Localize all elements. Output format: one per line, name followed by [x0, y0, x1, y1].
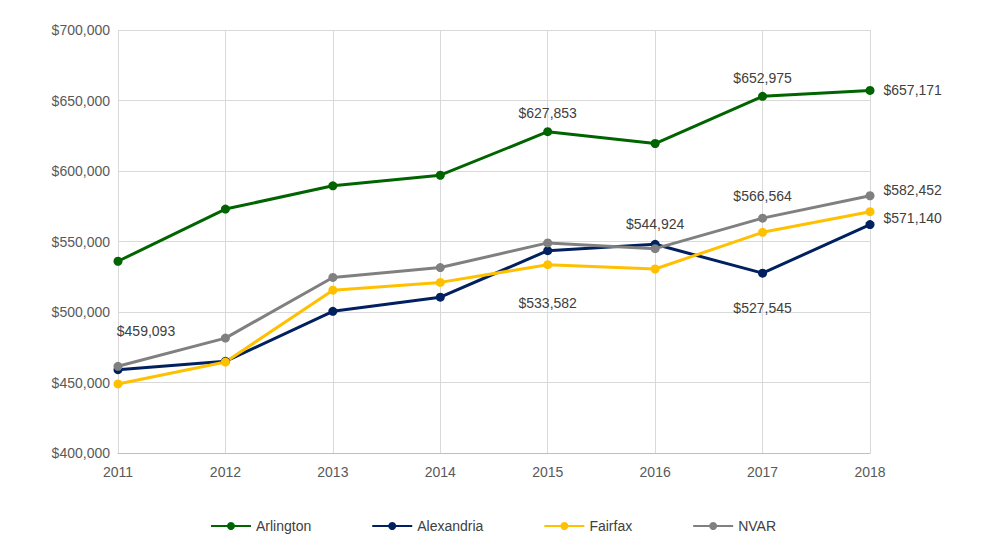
svg-text:2014: 2014: [425, 464, 456, 480]
svg-text:$582,452: $582,452: [884, 182, 943, 198]
svg-text:NVAR: NVAR: [738, 518, 776, 534]
svg-text:$400,000: $400,000: [52, 445, 111, 461]
svg-text:2013: 2013: [317, 464, 348, 480]
svg-text:$533,582: $533,582: [519, 295, 578, 311]
svg-text:2011: 2011: [103, 464, 133, 480]
svg-text:$600,000: $600,000: [52, 163, 111, 179]
svg-text:$700,000: $700,000: [52, 22, 111, 38]
svg-text:$500,000: $500,000: [52, 304, 111, 320]
svg-text:2012: 2012: [210, 464, 241, 480]
svg-text:$657,171: $657,171: [884, 82, 943, 98]
svg-text:2017: 2017: [747, 464, 778, 480]
svg-text:$571,140: $571,140: [884, 210, 943, 226]
svg-text:$450,000: $450,000: [52, 375, 111, 391]
svg-text:$459,093: $459,093: [117, 323, 176, 339]
svg-text:$652,975: $652,975: [733, 70, 792, 86]
svg-text:2016: 2016: [640, 464, 671, 480]
svg-text:$566,564: $566,564: [733, 188, 792, 204]
svg-text:$627,853: $627,853: [519, 105, 578, 121]
svg-text:Alexandria: Alexandria: [417, 518, 483, 534]
svg-text:Arlington: Arlington: [256, 518, 311, 534]
svg-text:2015: 2015: [532, 464, 563, 480]
svg-text:$650,000: $650,000: [52, 93, 111, 109]
svg-text:2018: 2018: [854, 464, 885, 480]
svg-text:$550,000: $550,000: [52, 234, 111, 250]
svg-text:Fairfax: Fairfax: [589, 518, 632, 534]
svg-text:$527,545: $527,545: [733, 300, 792, 316]
svg-text:$544,924: $544,924: [626, 216, 685, 232]
